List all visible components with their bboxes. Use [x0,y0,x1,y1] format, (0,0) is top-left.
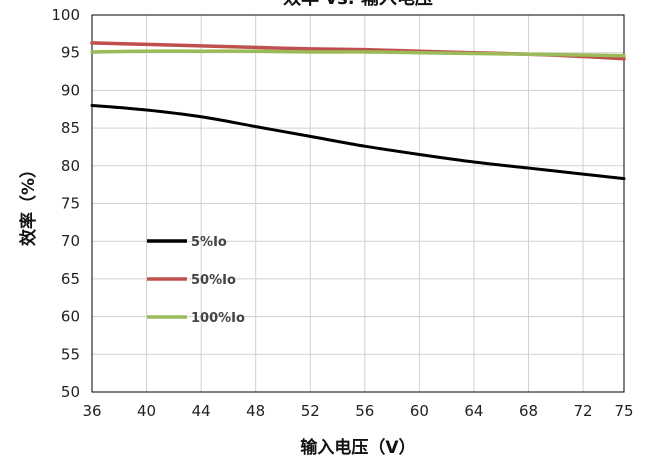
y-tick-label: 100 [51,6,80,24]
tick-labels: 50 55 60 65 70 75 80 85 90 95 100 36 40 44 48 52 56 60 64 6… [51,6,633,420]
y-tick-label: 85 [61,119,80,137]
chart-title: 效率 vs. 输入电压 [283,0,433,9]
legend-label: 50%Io [191,273,236,288]
y-tick-label: 80 [61,157,80,175]
legend-label: 100%Io [191,311,245,326]
y-tick-label: 65 [61,270,80,288]
x-tick-label: 68 [519,402,538,420]
series-line-2 [90,49,626,58]
y-tick-label: 75 [61,195,80,213]
y-tick-label: 55 [61,345,80,363]
x-tick-label: 52 [301,402,320,420]
legend: 5%Io 50%Io 100%Io [147,235,245,326]
x-tick-label: 40 [137,402,156,420]
x-tick-label: 60 [410,402,429,420]
grid [91,14,625,393]
y-axis-title: 效率（%） [18,161,39,246]
y-tick-label: 60 [61,308,80,326]
y-tick-label: 95 [61,44,80,62]
x-tick-label: 72 [574,402,593,420]
x-tick-label: 56 [355,402,374,420]
x-tick-label: 75 [614,402,633,420]
y-tick-label: 70 [61,232,80,250]
x-tick-label: 48 [246,402,265,420]
plot-frame [91,14,625,393]
x-tick-label: 44 [192,402,211,420]
legend-label: 5%Io [191,235,227,250]
x-axis-title: 输入电压（V） [300,437,415,458]
series-line-0 [90,103,626,181]
y-tick-label: 50 [61,383,80,401]
series-lines [90,41,626,181]
x-tick-label: 64 [464,402,483,420]
y-tick-label: 90 [61,81,80,99]
x-tick-label: 36 [82,402,101,420]
